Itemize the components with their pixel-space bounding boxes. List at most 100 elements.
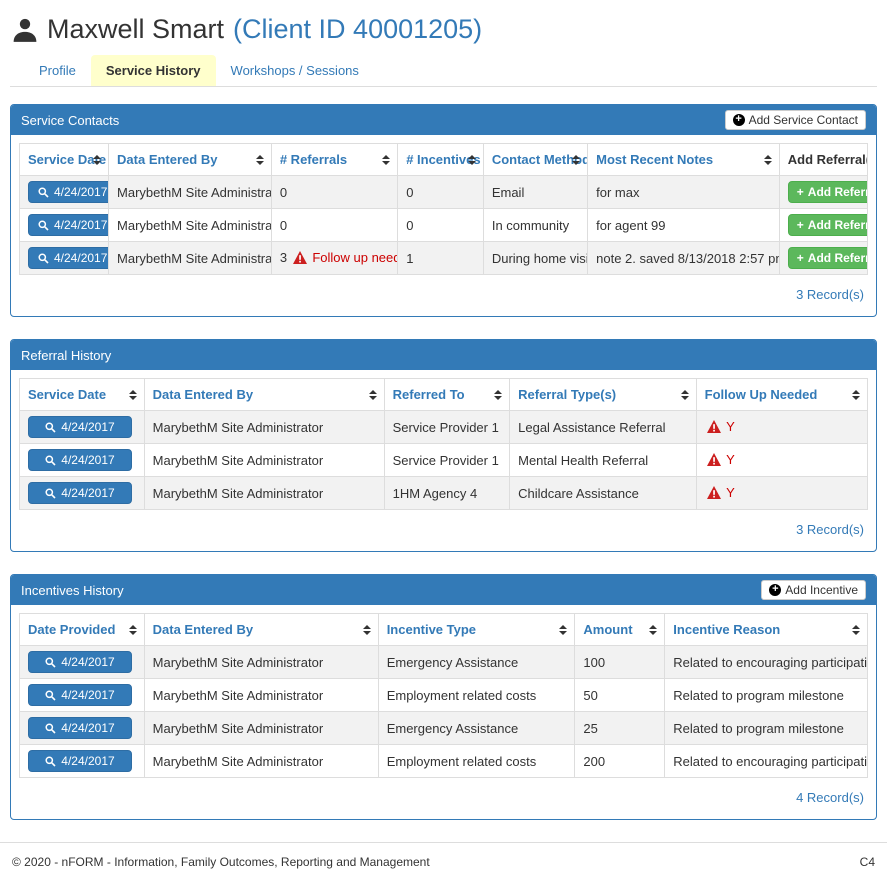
view-incentive-date-button[interactable]: 4/24/2017 (28, 750, 132, 772)
magnifier-icon (38, 219, 49, 231)
tab-profile[interactable]: Profile (39, 63, 76, 78)
column-header-follow-up-needed[interactable]: Follow Up Needed (695, 378, 869, 411)
cell-entered-by: MarybethM Site Administrator (143, 711, 379, 745)
sort-icon[interactable] (362, 624, 371, 635)
sort-icon[interactable] (494, 389, 503, 400)
column-header-most-recent-notes[interactable]: Most Recent Notes (587, 143, 780, 176)
incentives-history-title: Incentives History (21, 582, 124, 598)
cell-incentive-type: Employment related costs (377, 678, 576, 712)
plus-circle-icon: + (769, 584, 782, 596)
cell-date-provided: 4/24/2017 (19, 678, 145, 712)
cell-referred-to: Service Provider 1 (383, 443, 511, 477)
view-referral-date-button[interactable]: 4/24/2017 (28, 449, 132, 471)
cell-service-date: 4/24/2017 (19, 476, 145, 510)
view-incentive-date-button[interactable]: 4/24/2017 (28, 717, 132, 739)
page-footer: © 2020 - nFORM - Information, Family Out… (0, 842, 887, 883)
add-service-contact-button[interactable]: + Add Service Contact (724, 110, 866, 130)
sort-icon[interactable] (128, 624, 137, 635)
sort-icon[interactable] (382, 154, 391, 165)
record-count: 4 Record(s) (796, 790, 864, 805)
table-header-row: Service Date Data Entered By # Referrals… (18, 143, 869, 176)
column-header-amount[interactable]: Amount (574, 613, 666, 646)
table-header-row: Service Date Data Entered By Referred To… (19, 378, 869, 411)
magnifier-icon (45, 722, 56, 734)
sort-icon[interactable] (559, 624, 568, 635)
cell-entered-by: MarybethM Site Administrator (143, 443, 385, 477)
service-contacts-panel: Service Contacts + Add Service Contact S… (10, 104, 877, 317)
column-header-date-provided[interactable]: Date Provided (19, 613, 145, 646)
column-header-service-date[interactable]: Service Date (19, 378, 145, 411)
view-incentive-date-button[interactable]: 4/24/2017 (28, 684, 132, 706)
plus-icon: + (796, 251, 804, 265)
add-referral-button[interactable]: +Add Referral (787, 214, 867, 236)
table-row: 4/24/2017 MarybethM Site Administrator E… (19, 744, 868, 778)
add-referral-button[interactable]: +Add Referral (787, 247, 867, 269)
add-incentive-button[interactable]: + Add Incentive (761, 580, 866, 600)
service-contacts-table: Service Date Data Entered By # Referrals… (18, 143, 869, 275)
tab-service-history[interactable]: Service History (90, 55, 216, 86)
sort-icon[interactable] (368, 389, 377, 400)
column-header-incentive-type[interactable]: Incentive Type (377, 613, 576, 646)
client-id: (Client ID 40001205) (233, 14, 483, 44)
cell-incentives: 0 (397, 208, 484, 242)
sort-icon[interactable] (852, 389, 860, 400)
view-referral-date-button[interactable]: 4/24/2017 (28, 482, 132, 504)
cell-service-date: 4/24/2017 (19, 443, 145, 477)
cell-incentives: 0 (397, 175, 484, 209)
sort-icon[interactable] (649, 624, 658, 635)
copyright-text: © 2020 - nFORM - Information, Family Out… (12, 855, 430, 869)
tab-workshops-sessions[interactable]: Workshops / Sessions (230, 63, 359, 78)
cell-referrals: 3 Follow up needed (270, 241, 399, 275)
view-service-date-button[interactable]: 4/24/2017 (28, 214, 108, 236)
column-header-referred-to[interactable]: Referred To (383, 378, 511, 411)
sort-icon[interactable] (572, 154, 581, 165)
record-count: 3 Record(s) (796, 287, 864, 302)
warning-icon (706, 452, 721, 469)
view-incentive-date-button[interactable]: 4/24/2017 (28, 651, 132, 673)
view-referral-date-button[interactable]: 4/24/2017 (28, 416, 132, 438)
cell-entered-by: MarybethM Site Administrator (108, 208, 272, 242)
follow-up-value: Y (726, 484, 735, 500)
incentives-history-table: Date Provided Data Entered By Incentive … (19, 613, 868, 778)
incentives-history-panel: Incentives History + Add Incentive Date … (10, 574, 877, 820)
column-header-incentive-reason[interactable]: Incentive Reason (664, 613, 868, 646)
view-service-date-button[interactable]: 4/24/2017 (28, 247, 108, 269)
view-service-date-button[interactable]: 4/24/2017 (28, 181, 108, 203)
follow-up-flag: Follow up needed (312, 249, 396, 265)
table-row: 4/24/2017 MarybethM Site Administrator 3… (18, 241, 869, 275)
table-row: 4/24/2017 MarybethM Site Administrator 0… (18, 175, 869, 209)
cell-entered-by: MarybethM Site Administrator (108, 175, 272, 209)
column-header-data-entered-by[interactable]: Data Entered By (143, 613, 379, 646)
column-header-data-entered-by[interactable]: Data Entered By (143, 378, 385, 411)
cell-referral-type: Childcare Assistance (509, 476, 697, 510)
column-header-service-date[interactable]: Service Date (18, 143, 110, 176)
sort-icon[interactable] (93, 154, 102, 165)
cell-entered-by: MarybethM Site Administrator (143, 678, 379, 712)
sort-icon[interactable] (763, 154, 772, 165)
magnifier-icon (38, 186, 49, 198)
cell-referral-type: Mental Health Referral (509, 443, 697, 477)
magnifier-icon (45, 755, 56, 767)
sort-icon[interactable] (255, 154, 264, 165)
cell-add-referral: +Add Referral (778, 208, 869, 242)
add-referral-button[interactable]: +Add Referral (787, 181, 867, 203)
cell-add-referral: +Add Referral (778, 241, 869, 275)
sort-icon[interactable] (852, 624, 860, 635)
cell-follow-up: Y (695, 476, 869, 510)
cell-incentive-reason: Related to program milestone (664, 678, 868, 712)
sort-icon[interactable] (467, 154, 476, 165)
column-header-referrals[interactable]: # Referrals (270, 143, 399, 176)
column-header-contact-method[interactable]: Contact Method (482, 143, 589, 176)
column-header-incentives[interactable]: # Incentives (397, 143, 484, 176)
cell-follow-up: Y (695, 443, 869, 477)
cell-notes: for agent 99 (587, 208, 780, 242)
column-header-data-entered-by[interactable]: Data Entered By (108, 143, 272, 176)
column-header-referral-types[interactable]: Referral Type(s) (509, 378, 697, 411)
sort-icon[interactable] (680, 389, 689, 400)
cell-entered-by: MarybethM Site Administrator (143, 410, 385, 444)
sort-icon[interactable] (128, 389, 137, 400)
warning-icon (706, 485, 721, 502)
warning-icon (292, 250, 307, 267)
cell-entered-by: MarybethM Site Administrator (143, 744, 379, 778)
cell-referrals: 0 (270, 175, 399, 209)
